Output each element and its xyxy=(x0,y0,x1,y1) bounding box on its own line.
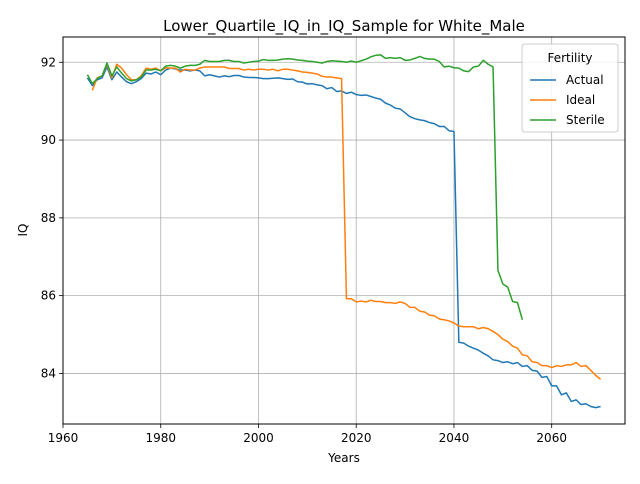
x-tick-label: 1980 xyxy=(145,431,176,445)
x-tick-label: 2020 xyxy=(341,431,372,445)
y-tick-label: 84 xyxy=(41,366,56,380)
legend-title: Fertility xyxy=(547,51,592,65)
y-axis-label: IQ xyxy=(16,224,30,237)
x-tick-label: 2060 xyxy=(536,431,567,445)
x-tick-label: 1960 xyxy=(48,431,79,445)
legend: Fertility Actual Ideal Sterile xyxy=(521,43,619,133)
legend-label-sterile: Sterile xyxy=(566,113,605,127)
chart-title: Lower_Quartile_IQ_in_IQ_Sample for White… xyxy=(163,17,525,36)
series-layer xyxy=(86,54,602,409)
y-tick-label: 86 xyxy=(41,289,56,303)
x-axis-label: Years xyxy=(327,451,360,465)
x-tick-label: 2040 xyxy=(439,431,470,445)
x-axis: 1960 1980 2000 2020 2040 2060 xyxy=(48,424,567,445)
legend-label-ideal: Ideal xyxy=(566,93,595,107)
x-tick-label: 2000 xyxy=(243,431,274,445)
y-tick-label: 92 xyxy=(41,55,56,69)
y-tick-label: 90 xyxy=(41,133,56,147)
legend-box xyxy=(521,43,619,133)
y-tick-label: 88 xyxy=(41,211,56,225)
series-line-sterile xyxy=(86,54,524,320)
series-line-ideal xyxy=(91,63,602,380)
legend-items: Actual Ideal Sterile xyxy=(530,73,605,127)
axes-frame xyxy=(62,36,626,425)
legend-label-actual: Actual xyxy=(566,73,604,87)
y-axis: 84 86 88 90 92 xyxy=(41,55,63,380)
